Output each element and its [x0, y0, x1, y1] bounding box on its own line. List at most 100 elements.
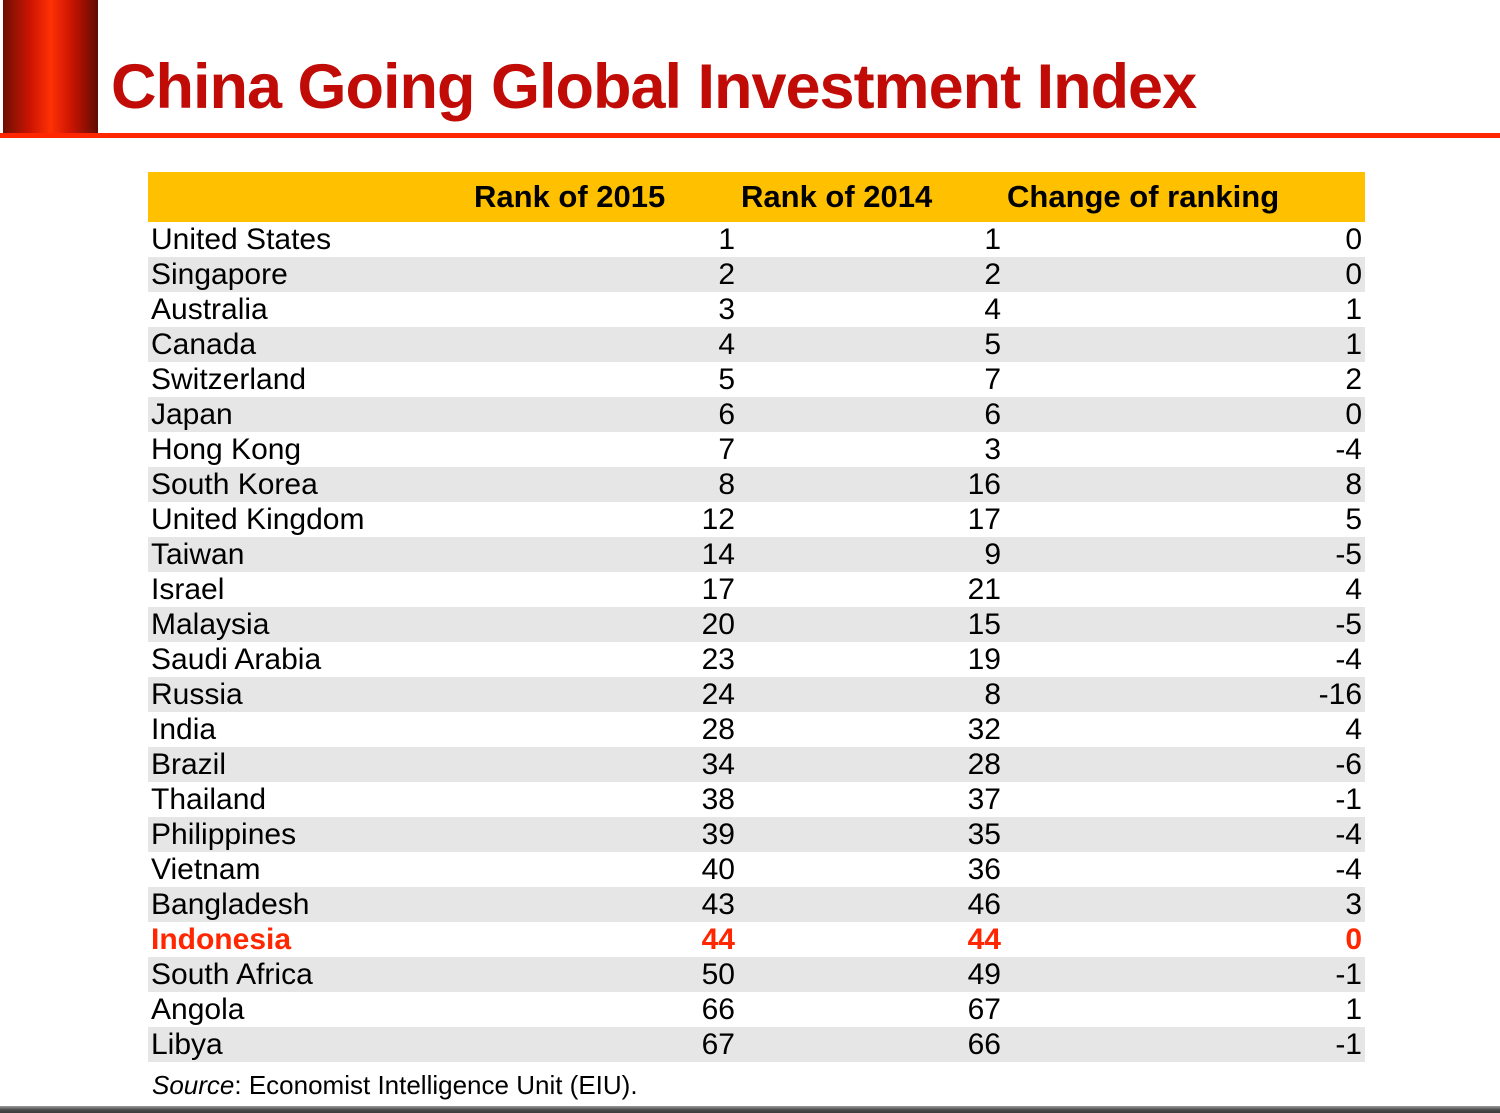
- row-rank-2015: 40: [701, 852, 735, 886]
- row-rank-2014: 7: [984, 362, 1001, 396]
- row-change-of-ranking: -6: [1335, 747, 1362, 781]
- title-underline-rule: [0, 133, 1500, 138]
- row-rank-2014: 6: [984, 397, 1001, 431]
- row-change-of-ranking: -1: [1335, 782, 1362, 816]
- row-change-of-ranking: 3: [1345, 887, 1362, 921]
- row-country: United Kingdom: [151, 502, 365, 536]
- table-row: Australia 3 4 1: [148, 292, 1365, 327]
- row-rank-2014: 1: [984, 222, 1001, 256]
- row-rank-2014: 2: [984, 257, 1001, 291]
- row-country: Saudi Arabia: [151, 642, 322, 676]
- table-row: Japan 6 6 0: [148, 397, 1365, 432]
- row-change-of-ranking: -4: [1335, 642, 1362, 676]
- row-country: India: [151, 712, 217, 746]
- row-country: Canada: [151, 327, 257, 361]
- header-rank-2015: Rank of 2015: [471, 172, 738, 222]
- table-row: Malaysia 20 15 -5: [148, 607, 1365, 642]
- table-row: Libya 67 66 -1: [148, 1027, 1365, 1062]
- row-rank-2014: 15: [967, 607, 1001, 641]
- row-rank-2014: 46: [967, 887, 1001, 921]
- row-rank-2014: 4: [984, 292, 1001, 326]
- row-country: United States: [151, 222, 332, 256]
- table-row: United States 1 1 0: [148, 222, 1365, 257]
- row-rank-2014: 32: [967, 712, 1001, 746]
- row-rank-2015: 50: [701, 957, 735, 991]
- row-change-of-ranking: -5: [1335, 537, 1362, 571]
- table-row: Brazil 34 28 -6: [148, 747, 1365, 782]
- page-title: China Going Global Investment Index: [111, 52, 1197, 122]
- row-rank-2014: 17: [967, 502, 1001, 536]
- table-row: Bangladesh 43 46 3: [148, 887, 1365, 922]
- row-country: Libya: [151, 1027, 223, 1061]
- row-rank-2015: 39: [701, 817, 735, 851]
- row-rank-2015: 4: [718, 327, 735, 361]
- header-change-of-ranking: Change of ranking: [1004, 172, 1365, 222]
- source-note: Source: Economist Intelligence Unit (EIU…: [152, 1070, 638, 1100]
- table-body: United States 1 1 0 Singapore 2 2 0 Australia 3 4 1…: [148, 222, 1365, 1062]
- table-row: Hong Kong 7 3 -4: [148, 432, 1365, 467]
- row-change-of-ranking: 4: [1345, 572, 1362, 606]
- row-rank-2015: 24: [701, 677, 735, 711]
- row-rank-2015: 14: [701, 537, 735, 571]
- row-change-of-ranking: 8: [1345, 467, 1362, 501]
- row-change-of-ranking: 5: [1345, 502, 1362, 536]
- row-rank-2015: 12: [701, 502, 735, 536]
- table-row: Angola 66 67 1: [148, 992, 1365, 1027]
- header-country: [148, 172, 471, 222]
- row-rank-2015: 23: [701, 642, 735, 676]
- row-rank-2014: 37: [967, 782, 1001, 816]
- row-rank-2014: 16: [967, 467, 1001, 501]
- row-rank-2015: 5: [718, 362, 735, 396]
- row-change-of-ranking: 0: [1345, 257, 1362, 291]
- table-row: India 28 32 4: [148, 712, 1365, 747]
- source-label: Source: [152, 1070, 235, 1100]
- row-rank-2015: 38: [701, 782, 735, 816]
- table-row: Vietnam 40 36 -4: [148, 852, 1365, 887]
- row-change-of-ranking: -1: [1335, 957, 1362, 991]
- row-change-of-ranking: -4: [1335, 852, 1362, 886]
- row-change-of-ranking: 1: [1345, 327, 1362, 361]
- row-country: Russia: [151, 677, 243, 711]
- row-rank-2014: 5: [984, 327, 1001, 361]
- table-header-row: Rank of 2015 Rank of 2014 Change of rank…: [148, 172, 1365, 222]
- row-country: Hong Kong: [151, 432, 302, 466]
- row-rank-2014: 49: [967, 957, 1001, 991]
- row-rank-2014: 36: [967, 852, 1001, 886]
- table-row: Thailand 38 37 -1: [148, 782, 1365, 817]
- row-country: Thailand: [151, 782, 267, 816]
- row-country: Brazil: [151, 747, 227, 781]
- table-row: Switzerland 5 7 2: [148, 362, 1365, 397]
- row-country: South Korea: [151, 467, 318, 501]
- row-rank-2014: 3: [984, 432, 1001, 466]
- row-rank-2015: 34: [701, 747, 735, 781]
- bottom-footer-rule: [0, 1106, 1500, 1113]
- row-change-of-ranking: 0: [1345, 922, 1362, 956]
- row-rank-2015: 43: [701, 887, 735, 921]
- row-rank-2015: 1: [718, 222, 735, 256]
- ranking-table: Rank of 2015 Rank of 2014 Change of rank…: [148, 172, 1365, 1062]
- row-rank-2015: 8: [718, 467, 735, 501]
- row-rank-2014: 21: [967, 572, 1001, 606]
- table-row: Singapore 2 2 0: [148, 257, 1365, 292]
- row-rank-2015: 67: [701, 1027, 735, 1061]
- row-country: Singapore: [151, 257, 288, 291]
- row-rank-2015: 20: [701, 607, 735, 641]
- row-country: Bangladesh: [151, 887, 310, 921]
- row-country: Taiwan: [151, 537, 245, 571]
- row-change-of-ranking: 1: [1345, 292, 1362, 326]
- header-rank-2014: Rank of 2014: [738, 172, 1004, 222]
- row-rank-2015: 6: [718, 397, 735, 431]
- row-rank-2015: 2: [718, 257, 735, 291]
- row-rank-2015: 7: [718, 432, 735, 466]
- table-row: South Korea 8 16 8: [148, 467, 1365, 502]
- table-row: Philippines 39 35 -4: [148, 817, 1365, 852]
- table-row: Russia 24 8 -16: [148, 677, 1365, 712]
- row-rank-2015: 28: [701, 712, 735, 746]
- table-row: United Kingdom 12 17 5: [148, 502, 1365, 537]
- row-rank-2014: 66: [967, 1027, 1001, 1061]
- row-change-of-ranking: 2: [1345, 362, 1362, 396]
- row-country: Japan: [151, 397, 233, 431]
- source-text: : Economist Intelligence Unit (EIU).: [234, 1070, 638, 1100]
- table-row: South Africa 50 49 -1: [148, 957, 1365, 992]
- table-row: Israel 17 21 4: [148, 572, 1365, 607]
